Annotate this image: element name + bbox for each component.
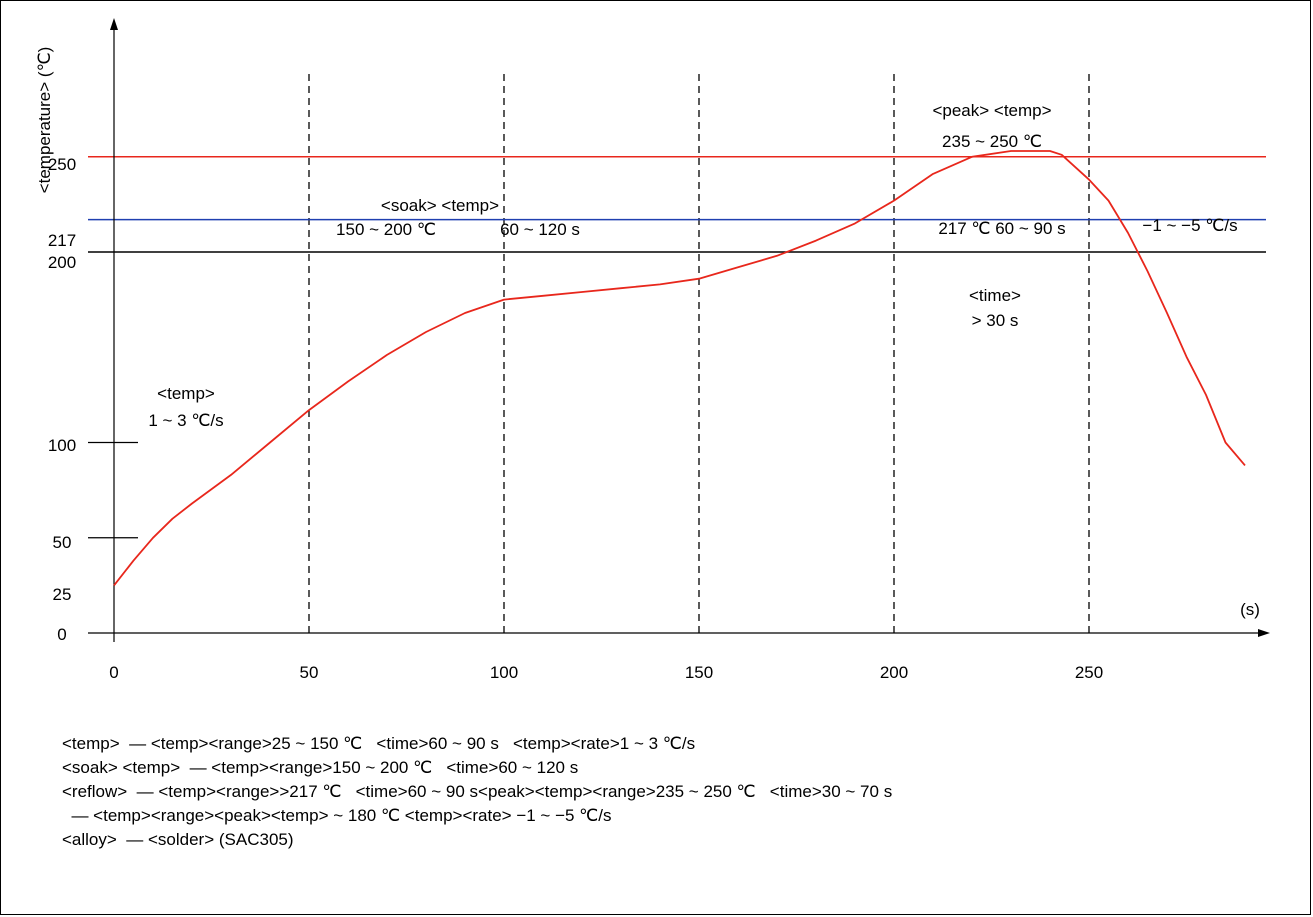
note-soak: <soak> <temp> — <temp><range>150 ~ 200 ℃… [62,758,579,777]
annotation-time-above-1: > 30 s [972,311,1019,330]
series-line-0 [113,150,1246,586]
annotation-ramp-rate-0: <temp> [157,384,215,403]
x-axis-arrow [1258,629,1270,637]
y-tick-label-25: 25 [53,585,72,604]
annotation-ramp-rate-1: 1 ~ 3 ℃/s [148,411,223,430]
y-axis-arrow [110,18,118,30]
x-tick-label-200: 200 [880,663,908,682]
reference-lines [88,156,1266,253]
axes [88,18,1270,642]
y-axis-title: <temperature> (℃) [35,47,54,194]
x-tick-label-150: 150 [685,663,713,682]
annotation-above-liquidus: 217 ℃ 60 ~ 90 s [938,219,1065,238]
y-tick-label-0: 0 [57,625,66,644]
x-tick-label-0: 0 [109,663,118,682]
grid-layer [308,74,1090,633]
labels: 0 50 100 150 200 250 0 25 50 100 200 217 250 (s) <temp… [35,47,1260,682]
note-reflow: <reflow> — <temp><range>>217 ℃ <time>60 … [62,782,893,801]
x-tick-label-250: 250 [1075,663,1103,682]
y-tick-label-250: 250 [48,155,76,174]
series-layer [113,150,1246,586]
note-cooling: — <temp><range><peak><temp> ~ 180 ℃ <tem… [62,806,612,825]
note-preheat: <temp> — <temp><range>25 ~ 150 ℃ <time>6… [62,734,696,753]
annotation-soak-2: 60 ~ 120 s [500,220,580,239]
y-tick-label-217: 217 [48,231,76,250]
y-tick-label-200: 200 [48,253,76,272]
annotation-peak-0: <peak> <temp> [932,101,1051,120]
y-tick-label-50: 50 [53,533,72,552]
note-alloy: <alloy> — <solder> (SAC305) [62,830,294,849]
y-tick-label-100: 100 [48,436,76,455]
x-unit-label: (s) [1240,600,1260,619]
annotation-peak-1: 235 ~ 250 ℃ [942,132,1042,151]
x-tick-label-100: 100 [490,663,518,682]
annotation-soak-1: 150 ~ 200 ℃ [336,220,436,239]
annotation-cooling-rate: −1 ~ −5 ℃/s [1142,216,1237,235]
annotation-time-above-0: <time> [969,286,1021,305]
annotation-soak-0: <soak> <temp> [381,196,499,215]
process-notes: <temp> — <temp><range>25 ~ 150 ℃ <time>6… [62,732,892,852]
x-tick-label-50: 50 [300,663,319,682]
